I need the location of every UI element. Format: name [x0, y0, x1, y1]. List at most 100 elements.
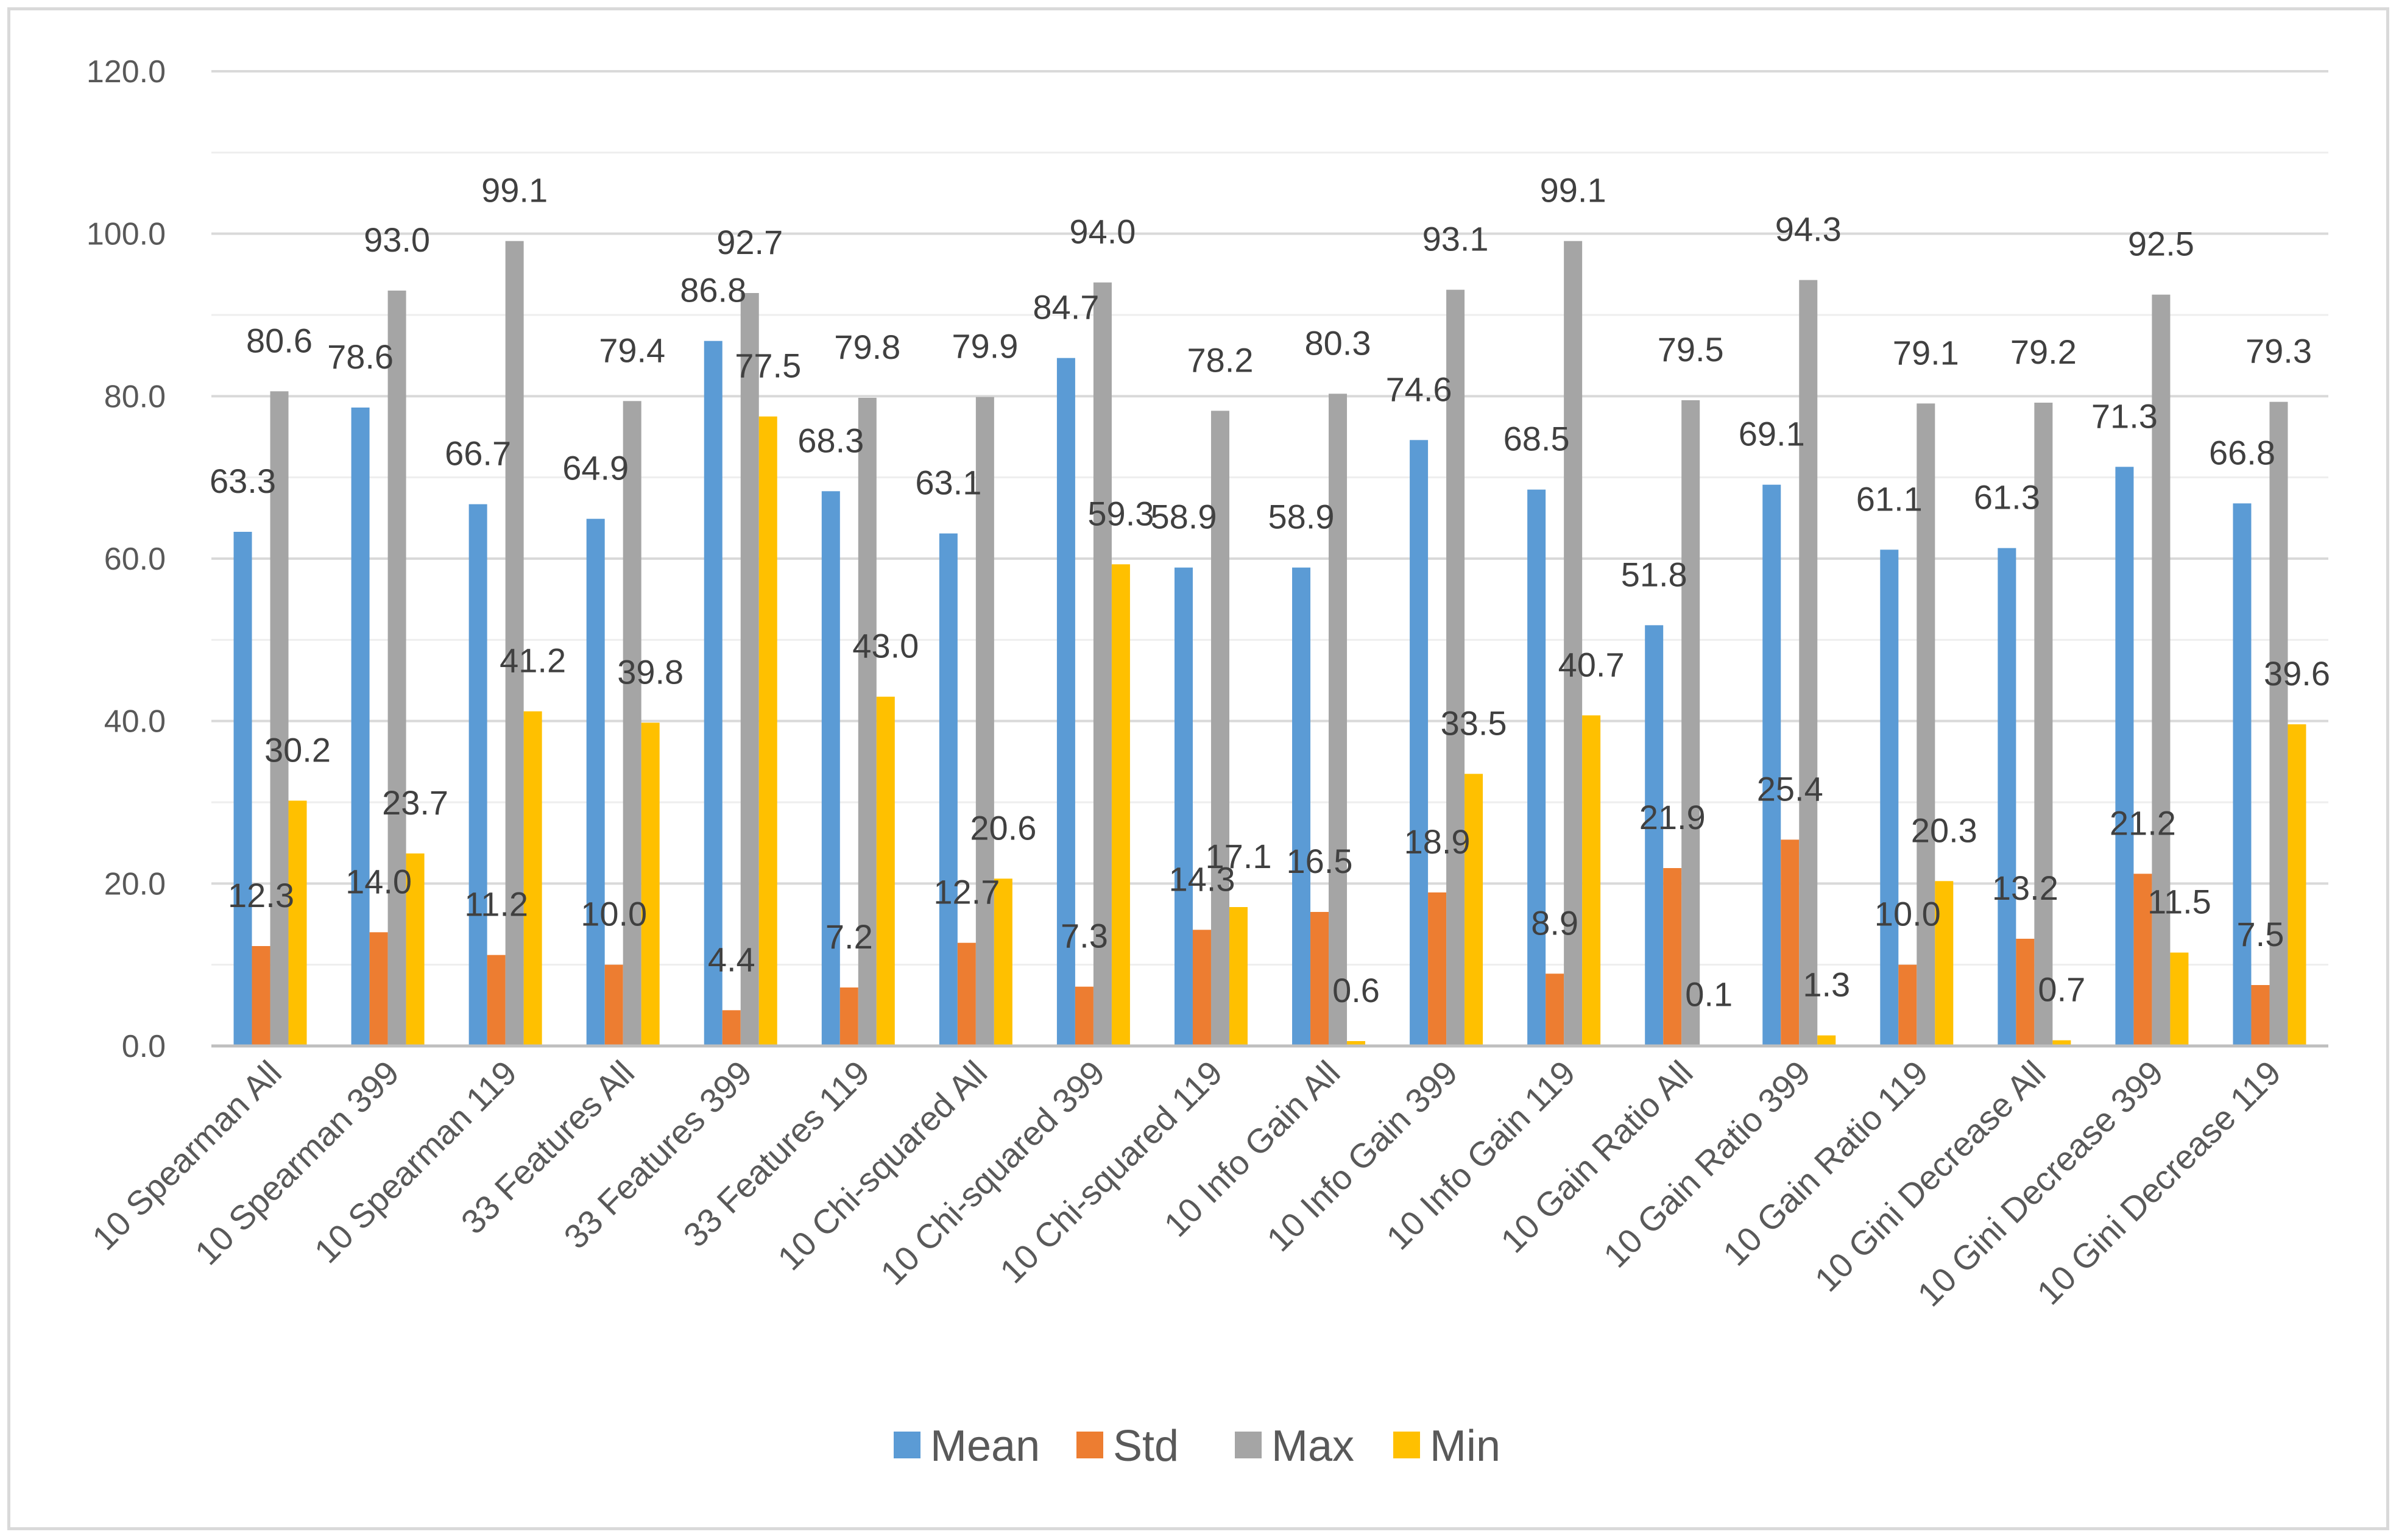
data-labels: 63.3 78.6 66.7 64.9 86.8 68.3 63.1 84.7 58.9 58.9…: [210, 171, 2330, 1014]
data-label-std: 7.2: [825, 917, 873, 956]
bar-std: [369, 932, 388, 1046]
bar-std: [1192, 930, 1211, 1046]
data-label-max: 93.1: [1422, 220, 1489, 258]
data-label-std: 25.4: [1757, 769, 1823, 808]
data-label-mean: 64.9: [562, 449, 629, 487]
bar-max: [975, 397, 994, 1046]
legend-item-mean: Mean: [894, 1422, 1040, 1471]
y-axis-tick-labels: 0.0 20.0 40.0 60.0 80.0 100.0 120.0: [87, 54, 166, 1064]
data-label-std: 10.0: [1874, 895, 1941, 933]
data-label-min: 1.3: [1803, 966, 1850, 1004]
data-label-min: 41.2: [500, 641, 566, 680]
data-label-std: 18.9: [1404, 822, 1471, 861]
legend-item-max: Max: [1235, 1422, 1354, 1471]
data-label-max: 80.6: [246, 321, 313, 359]
bar-std: [1428, 892, 1447, 1046]
data-label-max: 92.5: [2128, 225, 2194, 263]
data-label-max: 79.1: [1893, 333, 1959, 372]
data-label-min: 11.5: [2147, 883, 2211, 921]
legend-label: Max: [1271, 1422, 1354, 1471]
bar-max: [1681, 400, 1700, 1046]
data-label-max: 79.9: [952, 327, 1018, 366]
chart-frame: 0.0 20.0 40.0 60.0 80.0 100.0 120.0 63.3 78.6 66…: [7, 7, 2389, 1530]
data-label-std: 21.2: [2110, 804, 2176, 842]
bar-mean: [1527, 489, 1546, 1046]
data-label-mean: 66.7: [445, 434, 511, 473]
bar-mean: [233, 532, 252, 1046]
data-label-mean: 58.9: [1268, 498, 1335, 536]
bar-mean: [939, 533, 958, 1046]
bar-mean: [704, 341, 723, 1046]
bar-mean: [586, 518, 605, 1046]
data-label-min: 20.3: [1911, 811, 1977, 849]
bar-max: [270, 391, 289, 1047]
bar-chart: 0.0 20.0 40.0 60.0 80.0 100.0 120.0 63.3 78.6 66…: [85, 54, 2330, 1471]
bar-min: [1582, 715, 1601, 1046]
gridlines: [211, 70, 2328, 966]
y-tick-label: 20.0: [104, 866, 166, 902]
legend-swatch: [1235, 1432, 1262, 1458]
bar-min: [1229, 907, 1248, 1046]
bar-mean: [2115, 467, 2134, 1046]
legend-label: Std: [1113, 1422, 1179, 1471]
bar-max: [1917, 403, 1935, 1047]
category-label: 10 Gain Ratio 399: [1596, 1053, 1818, 1275]
bar-mean: [2233, 503, 2252, 1046]
bar-std: [957, 942, 976, 1046]
data-label-std: 7.5: [2237, 915, 2284, 953]
data-label-min: 0.7: [2038, 970, 2085, 1009]
bar-mean: [1998, 548, 2016, 1046]
data-label-mean: 69.1: [1739, 415, 1805, 453]
data-label-max: 79.4: [599, 331, 665, 369]
bar-min: [2052, 1040, 2071, 1046]
data-label-mean: 63.1: [915, 464, 981, 502]
data-label-min: 40.7: [1558, 645, 1625, 683]
data-label-min: 23.7: [382, 783, 448, 822]
bar-mean: [821, 491, 840, 1046]
data-label-min: 39.6: [2264, 654, 2330, 693]
data-label-std: 4.4: [708, 940, 755, 978]
data-label-min: 17.1: [1205, 837, 1271, 875]
data-label-min: 77.5: [735, 347, 801, 385]
data-label-max: 79.5: [1658, 330, 1724, 369]
legend-item-std: Std: [1076, 1422, 1179, 1471]
bar-mean: [1410, 440, 1429, 1046]
bar-max: [2152, 294, 2171, 1047]
bar-min: [1935, 881, 1954, 1046]
bar-max: [2269, 401, 2288, 1046]
data-label-max: 79.8: [834, 328, 900, 366]
bars: [233, 241, 2306, 1047]
bar-min: [994, 878, 1012, 1046]
bar-mean: [1056, 358, 1075, 1046]
bar-std: [487, 955, 506, 1046]
data-label-max: 78.2: [1187, 341, 1253, 379]
data-label-mean: 66.8: [2209, 433, 2275, 472]
data-label-max: 99.1: [1540, 171, 1606, 210]
data-label-std: 14.3: [1168, 860, 1235, 898]
legend-swatch: [894, 1432, 920, 1458]
bar-std: [1781, 839, 1800, 1046]
bar-mean: [1645, 625, 1664, 1046]
data-label-min: 20.6: [970, 808, 1036, 847]
bar-max: [387, 291, 406, 1046]
data-label-std: 10.0: [581, 895, 647, 933]
category-label: 10 Spearman 399: [188, 1053, 406, 1272]
bar-std: [2016, 939, 2035, 1046]
bar-max: [858, 398, 877, 1046]
bar-min: [1111, 564, 1130, 1046]
data-label-std: 14.0: [345, 862, 412, 900]
bar-std: [1310, 912, 1329, 1046]
y-tick-label: 40.0: [104, 704, 166, 740]
legend-swatch: [1076, 1432, 1103, 1458]
bar-max: [1799, 280, 1818, 1047]
data-label-mean: 58.9: [1150, 498, 1217, 536]
bar-std: [2133, 874, 2152, 1046]
bar-max: [1329, 394, 1348, 1047]
bar-std: [839, 987, 858, 1046]
y-tick-label: 80.0: [104, 379, 166, 414]
bar-max: [623, 401, 641, 1047]
data-label-mean: 71.3: [2091, 397, 2158, 435]
bar-min: [523, 711, 542, 1046]
data-label-max: 99.1: [481, 171, 548, 210]
category-label: 10 Gini Decrease All: [1807, 1053, 2053, 1299]
